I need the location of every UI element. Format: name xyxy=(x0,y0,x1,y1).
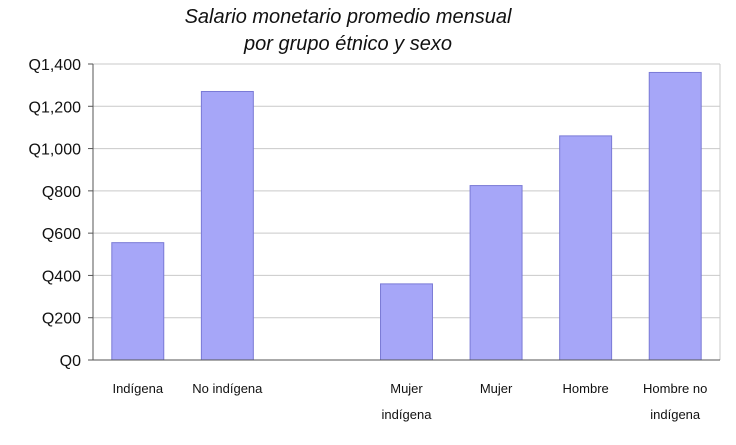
gridlines xyxy=(93,63,721,360)
y-tick-label: Q400 xyxy=(42,268,81,285)
bar xyxy=(111,242,165,361)
x-tick-labels: Indígena No indígena Mujer indígena Mujer Hom… xyxy=(112,381,707,422)
x-tick-label: Mujer xyxy=(390,381,423,396)
y-tick-label: Q600 xyxy=(42,226,81,243)
chart-title-line-1: Salario monetario promedio mensual xyxy=(185,6,512,28)
x-tick-label: Indígena xyxy=(112,381,163,396)
y-tick-label: Q1,000 xyxy=(29,142,82,159)
y-tick-label: Q1,400 xyxy=(29,57,82,74)
x-tick-label: Hombre no xyxy=(643,381,707,396)
x-tick-label: indígena xyxy=(650,407,701,422)
chart-title-line-2: por grupo étnico y sexo xyxy=(243,33,452,55)
x-tick-label: Hombre xyxy=(563,381,609,396)
axes xyxy=(88,63,720,361)
bars xyxy=(111,71,702,361)
bar xyxy=(380,283,433,361)
y-tick-label: Q200 xyxy=(42,311,81,328)
y-tick-label: Q800 xyxy=(42,184,81,201)
bar xyxy=(648,71,702,361)
x-tick-label: No indígena xyxy=(192,381,263,396)
x-tick-label: Mujer xyxy=(480,381,513,396)
y-tick-label: Q1,200 xyxy=(29,99,82,116)
bar xyxy=(559,135,613,361)
y-tick-labels: Q0 Q200 Q400 Q600 Q800 Q1,000 Q1,200 Q1,400 xyxy=(29,57,82,370)
y-tick-label: Q0 xyxy=(60,353,81,370)
bar xyxy=(469,185,523,361)
x-tick-label: indígena xyxy=(382,407,433,422)
bar xyxy=(200,90,254,361)
